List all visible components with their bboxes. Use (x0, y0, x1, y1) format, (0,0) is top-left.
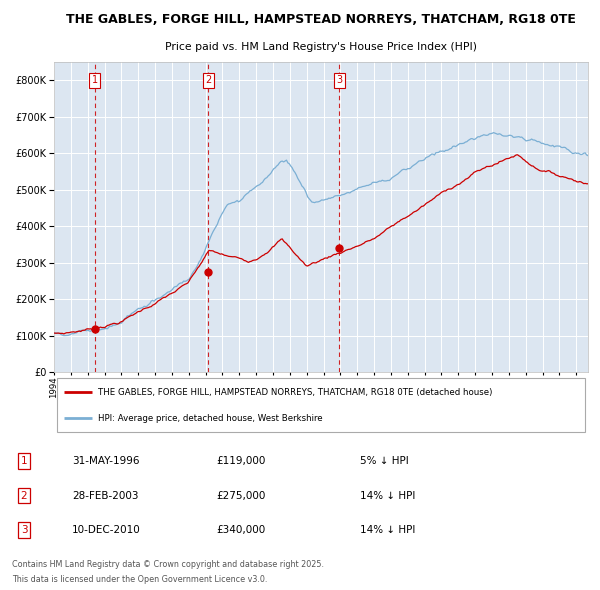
Text: 3: 3 (20, 525, 28, 535)
Text: Price paid vs. HM Land Registry's House Price Index (HPI): Price paid vs. HM Land Registry's House … (165, 42, 477, 52)
Text: THE GABLES, FORGE HILL, HAMPSTEAD NORREYS, THATCHAM, RG18 0TE (detached house): THE GABLES, FORGE HILL, HAMPSTEAD NORREY… (98, 388, 492, 397)
Text: HPI: Average price, detached house, West Berkshire: HPI: Average price, detached house, West… (98, 414, 322, 423)
Text: This data is licensed under the Open Government Licence v3.0.: This data is licensed under the Open Gov… (12, 575, 268, 584)
Text: 10-DEC-2010: 10-DEC-2010 (72, 525, 141, 535)
Text: 14% ↓ HPI: 14% ↓ HPI (360, 525, 415, 535)
Text: 5% ↓ HPI: 5% ↓ HPI (360, 456, 409, 466)
Text: £340,000: £340,000 (216, 525, 265, 535)
Text: 14% ↓ HPI: 14% ↓ HPI (360, 490, 415, 500)
Text: Contains HM Land Registry data © Crown copyright and database right 2025.: Contains HM Land Registry data © Crown c… (12, 560, 324, 569)
Text: 1: 1 (92, 76, 98, 86)
Text: £275,000: £275,000 (216, 490, 265, 500)
Text: 1: 1 (20, 456, 28, 466)
Text: 2: 2 (205, 76, 211, 86)
Text: 28-FEB-2003: 28-FEB-2003 (72, 490, 139, 500)
Text: THE GABLES, FORGE HILL, HAMPSTEAD NORREYS, THATCHAM, RG18 0TE: THE GABLES, FORGE HILL, HAMPSTEAD NORREY… (66, 12, 576, 25)
FancyBboxPatch shape (56, 378, 586, 432)
Text: 2: 2 (20, 490, 28, 500)
Text: £119,000: £119,000 (216, 456, 265, 466)
Text: 3: 3 (337, 76, 343, 86)
Text: 31-MAY-1996: 31-MAY-1996 (72, 456, 139, 466)
